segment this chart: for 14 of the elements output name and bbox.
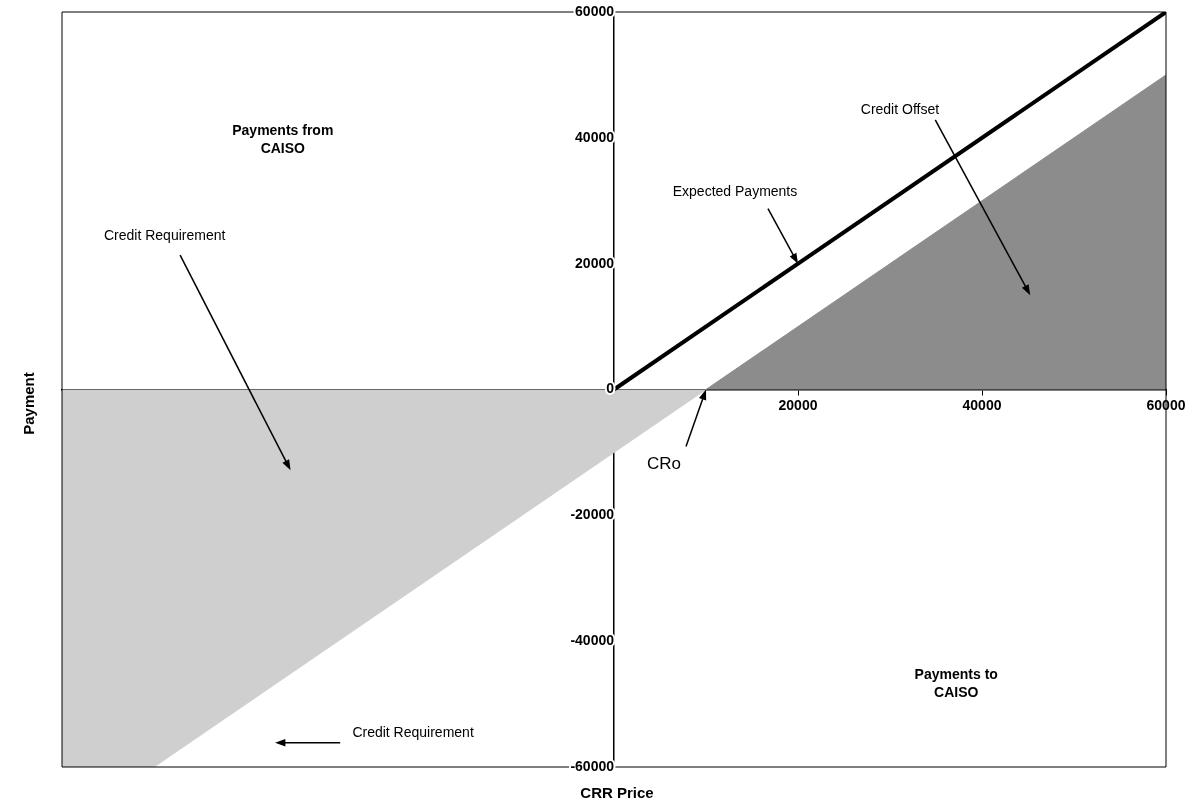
- y-axis-title: Payment: [19, 371, 37, 437]
- x-tick-label: 20000: [778, 396, 818, 413]
- annotation: Credit Requirement: [103, 227, 226, 244]
- y-tick-label: 60000: [575, 2, 615, 19]
- annotation: Payments from CAISO: [232, 122, 334, 157]
- y-tick-label: -60000: [570, 757, 615, 774]
- annotation: Payments to CAISO: [914, 665, 998, 700]
- annotation: Expected Payments: [672, 182, 798, 199]
- x-axis-title: CRR Price: [579, 784, 655, 801]
- annotation: Credit Requirement: [352, 723, 474, 740]
- annotation: Credit Offset: [860, 101, 940, 118]
- annotation: CRo: [646, 454, 682, 474]
- x-tick-label: 60000: [1146, 396, 1186, 413]
- x-tick-label: 40000: [962, 396, 1002, 413]
